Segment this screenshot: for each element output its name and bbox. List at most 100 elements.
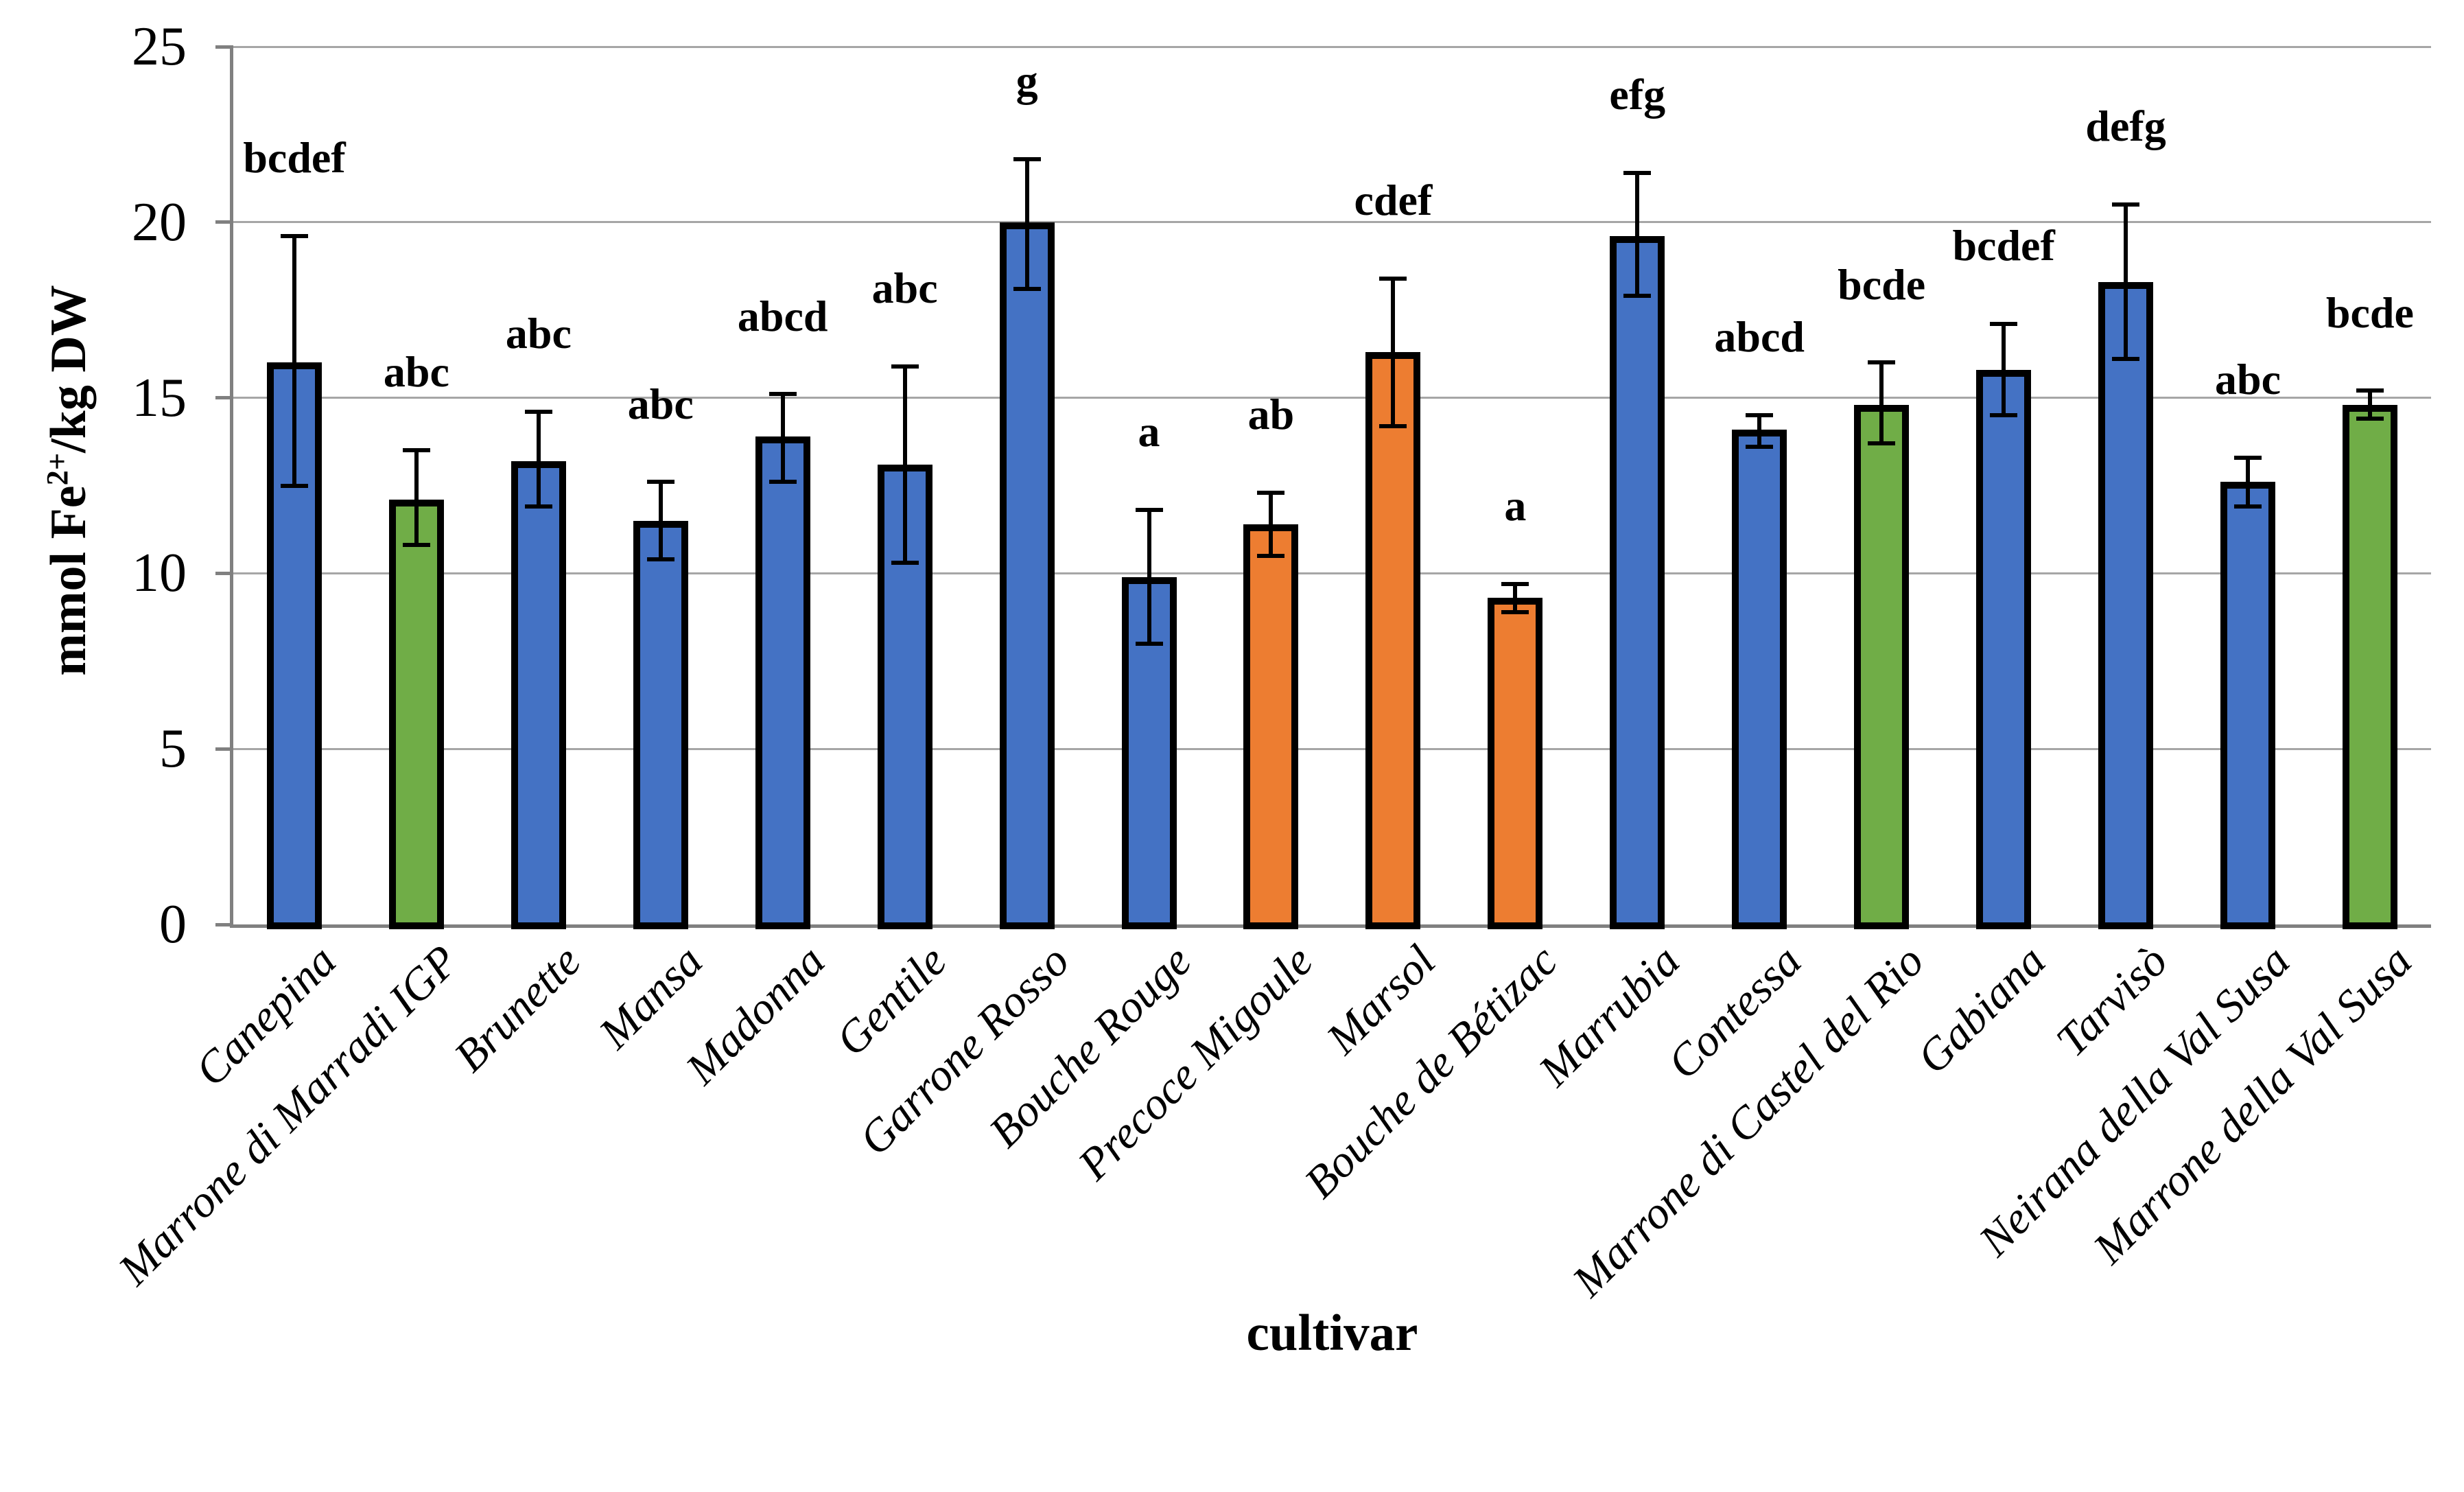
y-axis-title: mmol Fe2+/kg DW [39,285,98,676]
bar-Gabiana [1976,369,2032,929]
significance-letter-Bouche Rouge: a [1138,407,1160,456]
significance-letter-Tarvisò: defg [2085,102,2166,151]
error-bar-Bouche Rouge [1147,510,1151,644]
error-bar-Gabiana [2002,324,2006,416]
y-axis-tick-10 [215,571,233,575]
significance-letter-Marrone di Marradi IGP: abc [383,347,449,397]
bar-Tarvisò [2098,281,2154,929]
error-cap-bottom-Canepina [280,483,308,488]
gridline-y-10 [233,572,2431,574]
significance-letter-Garrone Rosso: g [1016,56,1038,105]
y-tick-label-25: 25 [132,16,187,77]
significance-letter-Marrone di Castel del Rio: bcde [1838,259,1926,309]
error-bar-Gentile [902,366,907,563]
significance-letter-Marrubia: efg [1609,70,1666,119]
bar-slot: abc [600,47,722,929]
error-cap-top-Neirana della Val Susa [2233,455,2262,460]
significance-letter-Bouche de Bétizac: a [1504,480,1527,530]
y-axis-tick-5 [215,747,233,751]
error-cap-top-Marrone della Val Susa [2356,388,2384,393]
bar-slot: efg [1576,47,1698,929]
bar-slot: ab [1210,47,1333,929]
bar-slot: abc [478,47,600,929]
significance-letter-Precoce Migoule: ab [1247,389,1295,439]
error-cap-top-Tarvisò [2112,202,2140,207]
error-cap-top-Marrubia [1623,171,1652,176]
bar-Brunette [511,461,566,929]
bar-slot: a [1454,47,1576,929]
error-bar-Neirana della Val Susa [2245,457,2250,507]
error-cap-bottom-Contessa [1746,445,1774,450]
significance-letter-Canepina: bcdef [243,133,346,183]
error-cap-bottom-Gabiana [1990,413,2018,418]
y-tick-label-0: 0 [159,894,187,955]
error-cap-bottom-Marsol [1379,423,1407,428]
y-axis-tick-0 [215,922,233,926]
bar-slot: abc [2187,47,2309,929]
y-tick-label-15: 15 [132,367,187,428]
significance-letter-Gabiana: bcdef [1952,221,2055,270]
error-cap-top-Contessa [1746,413,1774,418]
y-axis-title-pre: mmol Fe [40,485,97,676]
error-bar-Canepina [292,236,296,486]
error-cap-bottom-Neirana della Val Susa [2233,504,2262,509]
error-bar-Marsol [1391,278,1396,426]
bar-slot: defg [2065,47,2187,929]
significance-letter-Contessa: abcd [1714,312,1805,362]
bar-Marrone di Castel del Rio [1854,404,1910,929]
bar-Precoce Migoule [1243,524,1299,929]
y-tick-label-5: 5 [159,719,187,780]
error-cap-bottom-Marrone della Val Susa [2356,417,2384,421]
error-cap-bottom-Mansa [646,557,674,561]
y-axis-tick-25 [215,45,233,49]
error-cap-top-Marrone di Castel del Rio [1868,360,1896,365]
significance-letter-Mansa: abc [627,379,694,428]
error-cap-bottom-Bouche de Bétizac [1501,609,1529,614]
x-axis-title: cultivar [1246,1305,1418,1362]
bar-slot: abcd [722,47,844,929]
error-bar-Tarvisò [2124,205,2128,360]
bar-slot: bcdef [1943,47,2065,929]
x-category-label-Gabiana: Gabiana [1908,935,2056,1084]
significance-letter-Marsol: cdef [1354,175,1433,224]
error-cap-bottom-Garrone Rosso [1013,287,1041,292]
plot-area: bcdef abc abc abc abcd abc g a ab cdef a efg abcd bcd… [233,45,2431,929]
y-tick-label-10: 10 [132,543,187,604]
error-cap-bottom-Marrone di Marradi IGP [402,543,430,548]
error-bar-Madonna [780,394,785,482]
bar-Garrone Rosso [999,222,1055,929]
error-cap-bottom-Bouche Rouge [1135,641,1163,646]
bar-Neirana della Val Susa [2220,482,2275,929]
error-cap-bottom-Marrone di Castel del Rio [1868,441,1896,446]
significance-letter-Brunette: abc [505,309,572,358]
significance-letter-Madonna: abcd [737,291,828,340]
bar-Marrone della Val Susa [2342,404,2397,929]
y-axis-tick-15 [215,396,233,400]
bar-slot: cdef [1332,47,1454,929]
significance-letter-Gentile: abc [871,263,938,312]
error-cap-top-Gabiana [1990,322,2018,327]
error-bar-Brunette [536,412,541,507]
significance-letter-Marrone della Val Susa: bcde [2325,288,2414,337]
x-category-label-Brunette: Brunette [444,935,591,1082]
gridline-y-20 [233,221,2431,224]
bar-Madonna [755,436,810,929]
bar-slot: bcde [2309,47,2431,929]
error-bar-Bouche de Bétizac [1513,583,1518,612]
gridline-y-5 [233,747,2431,750]
bar-Contessa [1732,429,1787,929]
bar-slot: abc [844,47,966,929]
bar-Mansa [633,520,688,929]
significance-letter-Neirana della Val Susa: abc [2214,354,2281,404]
error-cap-bottom-Precoce Migoule [1257,553,1285,558]
bar-Marsol [1365,352,1421,929]
gridline-y-15 [233,397,2431,399]
y-tick-label-20: 20 [132,191,187,253]
bar-slot: bcde [1820,47,1943,929]
error-cap-top-Madonna [768,392,797,397]
bar-slot: g [966,47,1088,929]
error-cap-bottom-Tarvisò [2112,357,2140,362]
bar-slot: bcdef [233,47,355,929]
error-cap-top-Brunette [524,410,552,415]
